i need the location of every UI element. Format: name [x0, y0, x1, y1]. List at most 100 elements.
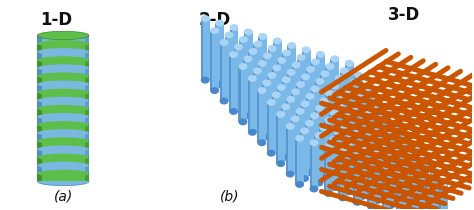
Ellipse shape [396, 139, 405, 146]
Bar [339, 125, 348, 176]
Bar [354, 75, 363, 135]
Bar [85, 43, 89, 52]
Ellipse shape [262, 133, 271, 140]
Bar [372, 153, 381, 201]
Bar [262, 83, 264, 137]
Bar [319, 128, 321, 177]
Ellipse shape [334, 178, 343, 185]
Ellipse shape [406, 200, 415, 207]
Bar [372, 153, 374, 201]
Bar [253, 71, 262, 126]
Bar [267, 75, 276, 131]
Bar [37, 35, 89, 44]
Ellipse shape [439, 180, 448, 186]
Ellipse shape [277, 84, 286, 91]
Ellipse shape [201, 15, 210, 22]
Ellipse shape [287, 104, 296, 110]
Bar [37, 140, 89, 149]
Bar [244, 59, 252, 116]
Bar [210, 30, 212, 91]
Ellipse shape [319, 124, 328, 131]
Bar [311, 62, 320, 122]
Text: 2-D: 2-D [199, 11, 231, 29]
Ellipse shape [334, 156, 343, 163]
Ellipse shape [219, 39, 228, 46]
Bar [363, 114, 372, 168]
Ellipse shape [387, 127, 396, 134]
Ellipse shape [37, 48, 89, 55]
Bar [37, 51, 43, 60]
Bar [219, 42, 222, 101]
Bar [37, 140, 43, 149]
Ellipse shape [257, 87, 266, 94]
Ellipse shape [383, 163, 392, 170]
Ellipse shape [392, 196, 401, 203]
Ellipse shape [410, 171, 419, 177]
Bar [277, 60, 286, 119]
Bar [344, 117, 346, 169]
Ellipse shape [310, 185, 319, 192]
Ellipse shape [297, 54, 306, 61]
Ellipse shape [340, 67, 349, 74]
Ellipse shape [320, 97, 329, 104]
Bar [382, 138, 391, 189]
Bar [296, 111, 305, 162]
Bar [326, 66, 328, 126]
Bar [396, 143, 405, 193]
Bar [334, 105, 343, 159]
Bar [330, 59, 339, 120]
Bar [329, 140, 338, 188]
Ellipse shape [320, 151, 329, 158]
Ellipse shape [378, 115, 386, 122]
Bar [339, 98, 348, 153]
Bar [349, 110, 351, 164]
Ellipse shape [319, 173, 328, 181]
Ellipse shape [392, 120, 401, 127]
Ellipse shape [316, 78, 324, 85]
Bar [287, 45, 289, 107]
Bar [430, 171, 438, 210]
Bar [295, 138, 304, 184]
Ellipse shape [329, 162, 338, 169]
Ellipse shape [244, 112, 252, 119]
Ellipse shape [330, 55, 339, 62]
Bar [406, 155, 415, 204]
Ellipse shape [344, 144, 353, 151]
Ellipse shape [349, 79, 358, 86]
Bar [296, 84, 305, 140]
Bar [37, 165, 89, 173]
Bar [320, 74, 329, 132]
Bar [272, 95, 281, 147]
Ellipse shape [276, 160, 285, 167]
Bar [339, 125, 341, 176]
Ellipse shape [291, 88, 300, 95]
Ellipse shape [411, 144, 420, 151]
Ellipse shape [37, 170, 89, 177]
Ellipse shape [387, 180, 396, 186]
Bar [401, 162, 403, 210]
Ellipse shape [343, 188, 352, 195]
Ellipse shape [300, 175, 309, 182]
Bar [248, 78, 257, 132]
Bar [296, 111, 298, 162]
Ellipse shape [37, 89, 89, 96]
Ellipse shape [254, 101, 262, 108]
Bar [363, 141, 372, 190]
Ellipse shape [401, 132, 410, 139]
Bar [410, 174, 412, 210]
Bar [340, 71, 342, 131]
Ellipse shape [268, 105, 277, 112]
Bar [320, 101, 322, 155]
Ellipse shape [219, 98, 228, 105]
Bar [315, 108, 317, 161]
Ellipse shape [316, 51, 325, 58]
Bar [353, 156, 362, 202]
Bar [85, 92, 89, 100]
Bar [85, 35, 89, 44]
Bar [37, 116, 43, 125]
Bar [234, 47, 236, 105]
Bar [320, 74, 322, 132]
Bar [201, 18, 203, 80]
Ellipse shape [329, 136, 338, 143]
Bar [301, 50, 310, 112]
